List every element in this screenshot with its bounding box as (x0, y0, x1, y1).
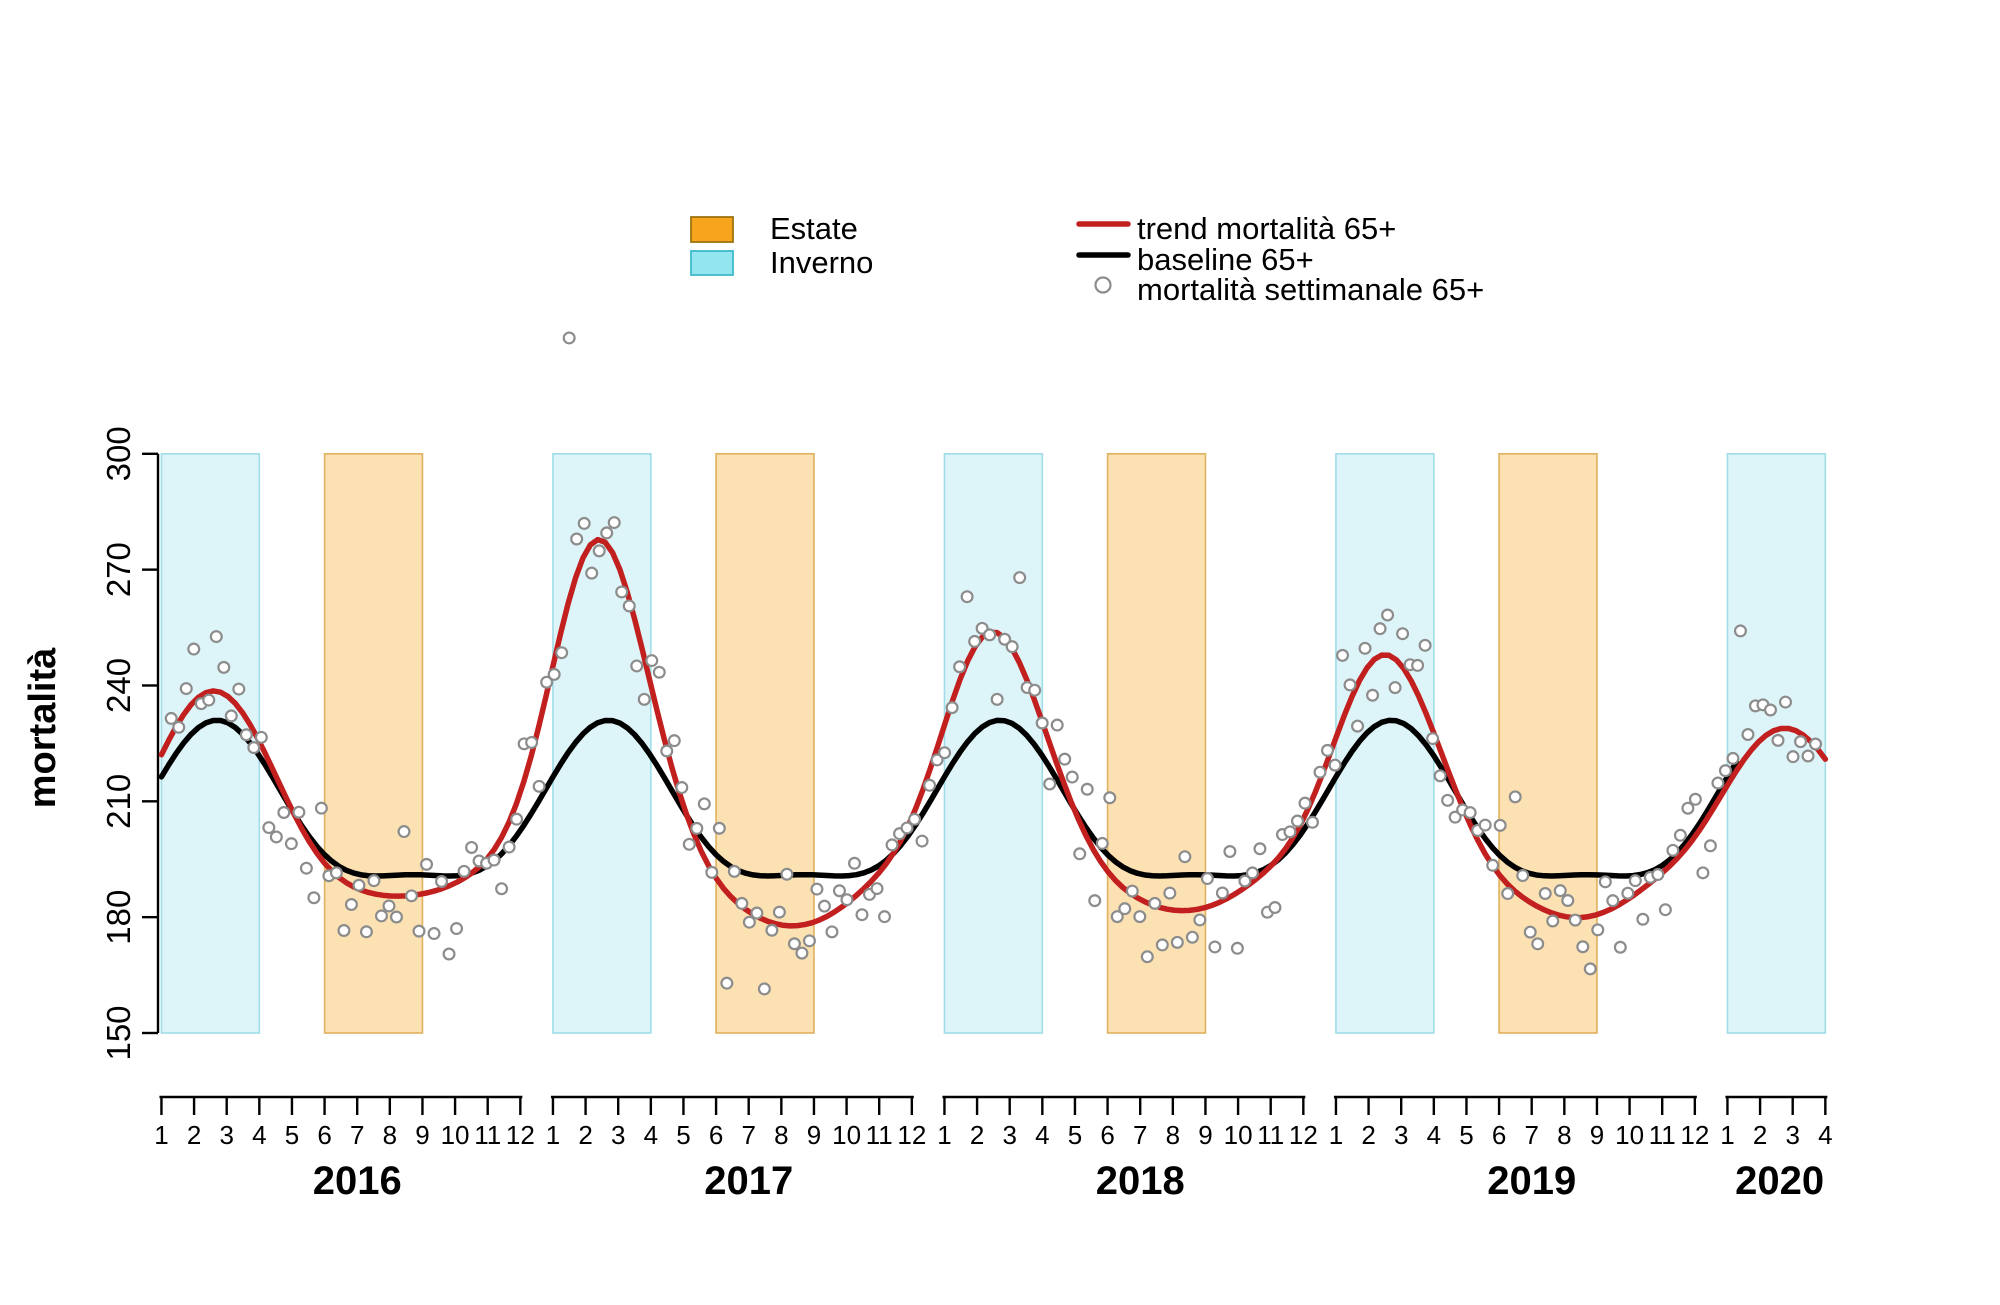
svg-text:10: 10 (1615, 1120, 1644, 1150)
svg-text:10: 10 (441, 1120, 470, 1150)
svg-text:8: 8 (774, 1120, 788, 1150)
svg-text:4: 4 (644, 1120, 658, 1150)
svg-text:12: 12 (1289, 1120, 1318, 1150)
svg-text:3: 3 (1394, 1120, 1408, 1150)
svg-text:7: 7 (1133, 1120, 1147, 1150)
svg-text:3: 3 (219, 1120, 233, 1150)
svg-text:3: 3 (1785, 1120, 1799, 1150)
svg-text:6: 6 (1492, 1120, 1506, 1150)
svg-text:2: 2 (1361, 1120, 1375, 1150)
svg-text:9: 9 (807, 1120, 821, 1150)
svg-text:2017: 2017 (704, 1159, 793, 1203)
svg-text:6: 6 (317, 1120, 331, 1150)
svg-text:1: 1 (546, 1120, 560, 1150)
svg-text:2: 2 (1753, 1120, 1767, 1150)
svg-text:7: 7 (1524, 1120, 1538, 1150)
svg-text:9: 9 (415, 1120, 429, 1150)
svg-text:4: 4 (1035, 1120, 1049, 1150)
svg-text:5: 5 (285, 1120, 299, 1150)
svg-text:150: 150 (100, 1005, 137, 1060)
svg-text:2020: 2020 (1735, 1159, 1824, 1203)
svg-text:9: 9 (1198, 1120, 1212, 1150)
svg-text:10: 10 (832, 1120, 861, 1150)
svg-text:210: 210 (100, 774, 137, 829)
svg-text:5: 5 (1068, 1120, 1082, 1150)
svg-text:2018: 2018 (1096, 1159, 1185, 1203)
svg-text:11: 11 (1649, 1120, 1676, 1150)
svg-text:4: 4 (1818, 1120, 1832, 1150)
svg-text:3: 3 (1002, 1120, 1016, 1150)
svg-text:4: 4 (1427, 1120, 1441, 1150)
svg-text:2: 2 (578, 1120, 592, 1150)
svg-text:3: 3 (611, 1120, 625, 1150)
svg-text:5: 5 (1459, 1120, 1473, 1150)
svg-text:8: 8 (1557, 1120, 1571, 1150)
svg-text:9: 9 (1590, 1120, 1604, 1150)
svg-text:mortalità settimanale 65+: mortalità settimanale 65+ (1137, 272, 1484, 307)
svg-text:2016: 2016 (313, 1159, 402, 1203)
svg-text:7: 7 (741, 1120, 755, 1150)
svg-text:11: 11 (474, 1120, 501, 1150)
svg-text:240: 240 (100, 658, 137, 713)
svg-text:300: 300 (100, 426, 137, 481)
svg-text:4: 4 (252, 1120, 266, 1150)
svg-text:180: 180 (100, 890, 137, 945)
svg-text:2019: 2019 (1487, 1159, 1576, 1203)
svg-text:12: 12 (1680, 1120, 1709, 1150)
svg-text:1: 1 (154, 1120, 168, 1150)
svg-text:270: 270 (100, 542, 137, 597)
svg-text:10: 10 (1224, 1120, 1253, 1150)
svg-text:11: 11 (866, 1120, 893, 1150)
svg-text:2: 2 (970, 1120, 984, 1150)
svg-text:1: 1 (1329, 1120, 1343, 1150)
svg-text:5: 5 (676, 1120, 690, 1150)
svg-text:2: 2 (187, 1120, 201, 1150)
svg-text:8: 8 (1166, 1120, 1180, 1150)
svg-text:6: 6 (1100, 1120, 1114, 1150)
svg-text:mortalità: mortalità (22, 647, 64, 808)
svg-text:11: 11 (1257, 1120, 1284, 1150)
svg-text:Estate: Estate (770, 211, 858, 246)
svg-text:Inverno: Inverno (770, 245, 873, 280)
svg-text:trend mortalità 65+: trend mortalità 65+ (1137, 211, 1396, 246)
svg-text:1: 1 (1720, 1120, 1734, 1150)
svg-text:8: 8 (383, 1120, 397, 1150)
svg-text:12: 12 (897, 1120, 926, 1150)
svg-text:7: 7 (350, 1120, 364, 1150)
svg-text:6: 6 (709, 1120, 723, 1150)
svg-text:12: 12 (506, 1120, 535, 1150)
svg-text:1: 1 (937, 1120, 951, 1150)
